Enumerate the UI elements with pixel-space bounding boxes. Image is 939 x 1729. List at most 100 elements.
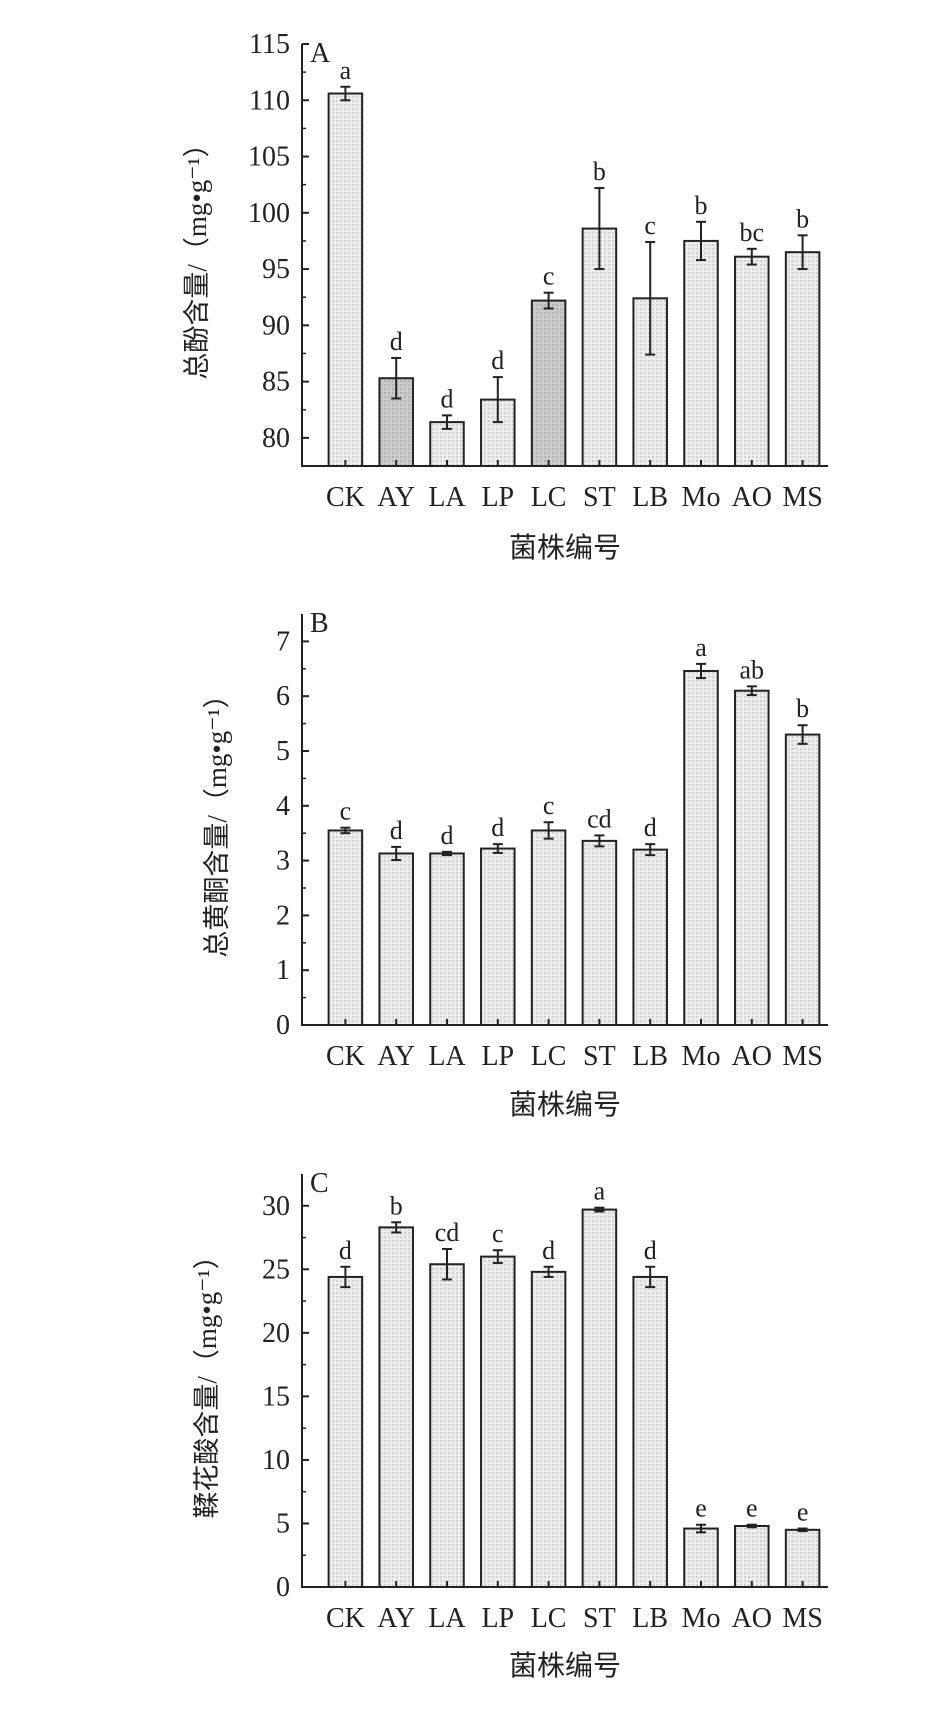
y-axis-title: 总酚含量/（mg•g⁻¹） <box>182 130 212 379</box>
bar-mo <box>683 1527 719 1588</box>
y-tick-label: 3 <box>276 846 290 877</box>
x-tick-label: AY <box>377 1041 415 1072</box>
error-bar-ck <box>340 1265 351 1289</box>
error-bar-mo <box>696 220 706 262</box>
x-tick-label: ST <box>583 482 616 513</box>
x-tick-label: LB <box>632 1041 668 1072</box>
bar-ao <box>734 689 770 1026</box>
bar-lp <box>480 1255 516 1588</box>
error-bar-la <box>442 1247 452 1281</box>
error-bar-la <box>442 414 452 430</box>
bar-ao <box>734 255 770 467</box>
significance-label: a <box>340 56 352 85</box>
significance-label: b <box>796 204 809 233</box>
x-tick-label: LC <box>531 1603 567 1634</box>
significance-label: e <box>797 1498 809 1527</box>
x-tick-label: AO <box>732 482 772 513</box>
significance-label: cd <box>435 1218 460 1247</box>
significance-label: d <box>542 1236 555 1265</box>
significance-label: d <box>644 1236 657 1265</box>
x-tick-label: Mo <box>682 482 721 513</box>
chart-panel-c: d CK b AY cd LA c LP d LC a ST d LB e Mo e AO e MS 0 5 10 15 20 2… <box>192 1168 828 1682</box>
significance-label: c <box>543 791 555 820</box>
x-tick-label: LB <box>632 482 668 513</box>
error-bar-ay <box>391 845 402 862</box>
error-bar-st <box>594 834 605 848</box>
bar-ay <box>378 852 414 1027</box>
error-bar-ck <box>340 826 351 835</box>
y-tick-label: 90 <box>262 310 290 341</box>
y-tick-label: 7 <box>276 626 290 657</box>
bar-ck <box>327 829 364 1027</box>
x-tick-label: LC <box>531 1041 567 1072</box>
y-tick-label: 0 <box>276 1010 290 1041</box>
significance-label: c <box>340 797 352 826</box>
bar-ao <box>734 1525 770 1588</box>
y-tick-label: 4 <box>276 791 290 822</box>
x-tick-label: LA <box>428 482 466 513</box>
significance-label: d <box>339 1236 352 1265</box>
x-tick-label: ST <box>583 1603 616 1634</box>
error-bar-st <box>594 1206 605 1213</box>
y-tick-label: 95 <box>262 254 290 285</box>
y-tick-label: 110 <box>249 85 290 116</box>
error-bar-lp <box>492 843 503 854</box>
significance-label: b <box>390 1191 403 1220</box>
x-tick-label: LP <box>481 1041 514 1072</box>
x-tick-label: MS <box>782 482 822 513</box>
y-axis-title: 鞣花酸含量/（mg•g⁻¹） <box>192 1242 222 1518</box>
bar-st <box>581 1208 618 1588</box>
bar-lc <box>530 829 567 1027</box>
y-tick-label: 80 <box>262 423 290 454</box>
x-tick-label: Mo <box>682 1603 721 1634</box>
significance-label: d <box>491 813 504 842</box>
error-bar-ms <box>797 234 808 271</box>
bar-lc <box>530 299 567 467</box>
error-bar-lb <box>645 843 656 857</box>
error-bar-lc <box>543 1265 554 1278</box>
y-tick-label: 10 <box>262 1445 290 1476</box>
significance-label: d <box>441 384 454 413</box>
significance-label: cd <box>587 804 612 833</box>
bar-la <box>429 1263 465 1588</box>
error-bar-ao <box>746 247 757 266</box>
bar-lp <box>480 847 516 1026</box>
y-tick-label: 100 <box>248 198 290 229</box>
significance-label: b <box>695 191 708 220</box>
y-tick-label: 25 <box>262 1254 290 1285</box>
x-tick-label: LA <box>428 1603 466 1634</box>
error-bar-lp <box>492 376 503 424</box>
bar-st <box>581 839 618 1027</box>
error-bar-lp <box>492 1249 503 1264</box>
error-bar-lc <box>543 821 554 840</box>
panel-label: A <box>310 38 331 69</box>
error-bar-la <box>442 850 452 857</box>
significance-label: a <box>594 1177 606 1206</box>
x-tick-label: LA <box>428 1041 466 1072</box>
y-tick-label: 85 <box>262 367 290 398</box>
significance-label: e <box>746 1494 758 1523</box>
y-tick-label: 15 <box>262 1381 290 1412</box>
significance-label: a <box>695 633 707 662</box>
x-tick-label: AY <box>377 482 415 513</box>
significance-label: d <box>644 813 657 842</box>
error-bar-ay <box>391 1221 402 1234</box>
bar-mo <box>683 239 719 467</box>
x-tick-label: Mo <box>682 1041 721 1072</box>
significance-label: d <box>390 816 403 845</box>
x-tick-label: LB <box>632 1603 668 1634</box>
panel-label: C <box>310 1168 329 1199</box>
x-axis-title: 菌株编号 <box>509 1089 621 1121</box>
significance-label: c <box>543 262 555 291</box>
x-axis-title: 菌株编号 <box>509 1650 621 1682</box>
bar-ms <box>784 733 821 1026</box>
y-tick-label: 0 <box>276 1572 290 1603</box>
error-bar-ms <box>797 1527 808 1533</box>
chart-panel-a: a CK d AY d LA d LP c LC b ST c LB b Mo bc AO b MS 80 85 90 95 1… <box>182 29 828 564</box>
significance-label: d <box>441 821 454 850</box>
y-tick-label: 5 <box>276 736 290 767</box>
y-tick-label: 1 <box>276 955 290 986</box>
x-tick-label: ST <box>583 1041 616 1072</box>
error-bar-ms <box>797 724 808 745</box>
